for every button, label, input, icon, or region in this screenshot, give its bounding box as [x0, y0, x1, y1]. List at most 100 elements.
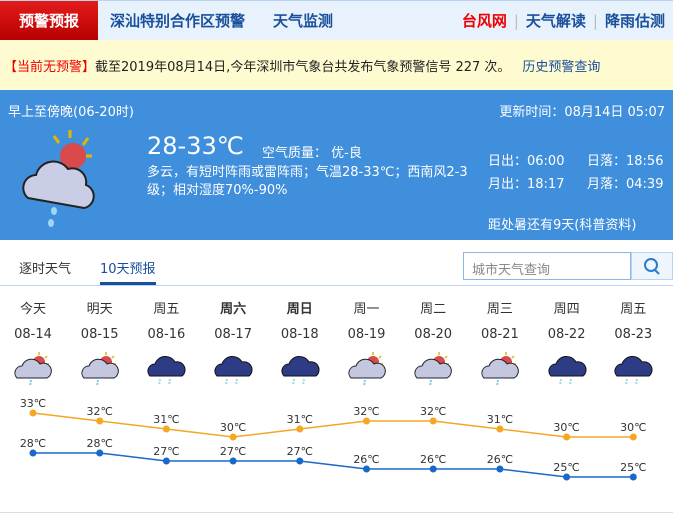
temperature-range: 28-33℃: [147, 132, 244, 160]
partly-cloudy-rain-icon: [481, 352, 519, 387]
day-name: 周五: [153, 302, 180, 317]
partly-cloudy-shower-icon: [22, 130, 95, 227]
low-temp-point: [629, 473, 637, 481]
low-temp-label: 26℃: [420, 453, 446, 466]
low-temp-point: [29, 449, 37, 457]
update-time: 更新时间：08月14日 05:07: [499, 105, 665, 120]
high-temp-line: [32, 412, 634, 438]
day-date: 08-19: [347, 327, 386, 342]
thunder-rain-icon: [147, 356, 186, 386]
current-weather-panel: 早上至傍晚(06-20时) 更新时间：08月14日 05:07 28-33℃ 空…: [0, 90, 673, 240]
high-temp-label: 30℃: [620, 421, 646, 434]
high-temp-point: [96, 417, 104, 425]
day-name: 周六: [220, 302, 247, 317]
nav-link-monitor[interactable]: 天气监测: [273, 12, 334, 30]
divider: |: [513, 11, 519, 30]
thunder-rain-icon: [281, 356, 320, 386]
high-temp-point: [563, 433, 571, 441]
low-temp-label: 25℃: [553, 461, 579, 474]
high-temp-label: 31℃: [287, 413, 313, 426]
sunset: 日落：18:56: [587, 154, 664, 169]
high-temp-point: [629, 433, 637, 441]
low-temp-label: 28℃: [20, 437, 46, 450]
day-name: 周四: [553, 302, 580, 317]
high-temp-label: 31℃: [153, 413, 179, 426]
high-temp-label: 31℃: [487, 413, 513, 426]
bottom-divider: [0, 512, 673, 516]
thunder-rain-icon: [214, 356, 253, 386]
day-date: 08-14: [14, 327, 52, 342]
high-temp-point: [29, 409, 37, 417]
high-temp-label: 32℃: [420, 405, 446, 418]
weather-description: 多云，有短时阵雨或雷阵雨；气温28-33℃；西南风2-3级；相对湿度70%-90…: [147, 165, 468, 198]
day-date: 08-18: [280, 327, 319, 342]
partly-cloudy-rain-icon: [14, 352, 52, 387]
low-temp-label: 26℃: [353, 453, 379, 466]
high-temp-point: [429, 417, 437, 425]
forecast-tabs: 逐时天气 10天预报 城市天气查询: [0, 240, 673, 286]
thunder-rain-icon: [614, 356, 653, 386]
low-temp-label: 27℃: [220, 445, 246, 458]
high-temp-label: 32℃: [353, 405, 379, 418]
moonset: 月落：04:39: [587, 177, 664, 192]
city-search-input[interactable]: 城市天气查询: [463, 252, 631, 280]
partly-cloudy-rain-icon: [414, 352, 453, 387]
day-name: 周日: [286, 302, 313, 317]
thunder-rain-icon: [548, 356, 587, 386]
solar-term-link[interactable]: 距处暑还有9天(科普资料): [488, 218, 637, 233]
low-temp-point: [429, 465, 437, 473]
high-temp-label: 30℃: [220, 421, 246, 434]
low-temp-point: [229, 457, 237, 465]
day-date: 08-20: [414, 327, 453, 342]
day-date: 08-16: [147, 327, 186, 342]
day-name: 周三: [486, 302, 513, 317]
high-temp-point: [162, 425, 170, 433]
day-name: 周二: [420, 302, 447, 317]
alert-text: 截至2019年08月14日,今年深圳市气象台共发布气象预警信号 227 次。: [95, 59, 511, 75]
high-temp-point: [496, 425, 504, 433]
search-button[interactable]: [631, 252, 673, 280]
day-date: 08-22: [547, 327, 586, 342]
day-date: 08-23: [614, 327, 653, 342]
alert-status: 【当前无预警】: [4, 59, 96, 75]
high-temp-point: [296, 425, 304, 433]
low-temp-point: [296, 457, 304, 465]
high-temp-point: [363, 417, 370, 425]
low-temp-label: 27℃: [153, 445, 179, 458]
period: 早上至傍晚(06-20时): [8, 105, 134, 120]
tab-10day[interactable]: 10天预报: [100, 258, 156, 285]
high-temp-label: 30℃: [553, 421, 579, 434]
partly-cloudy-rain-icon: [81, 352, 119, 387]
air-quality: 空气质量： 优-良: [262, 146, 362, 161]
nav-link-interpret[interactable]: 天气解读: [525, 12, 586, 30]
low-temp-label: 28℃: [87, 437, 113, 450]
day-date: 08-15: [80, 327, 119, 342]
tab-hourly[interactable]: 逐时天气: [19, 262, 72, 277]
low-temp-point: [496, 465, 504, 473]
moonrise: 月出：18:17: [488, 177, 565, 192]
high-temp-point: [229, 433, 237, 441]
low-temp-line: [33, 452, 634, 478]
divider: |: [592, 11, 598, 30]
day-date: 08-21: [481, 327, 519, 342]
nav-brand-warning[interactable]: 预警预报: [0, 1, 98, 40]
temperature-chart: 33℃ 32℃ 31℃ 30℃ 31℃ 32℃ 32℃ 31℃ 30℃ 30℃ 28℃ 28℃ 27℃ 2…: [20, 397, 646, 481]
nav-link-shenshan[interactable]: 深汕特别合作区预警: [110, 12, 246, 30]
search-icon: [644, 258, 660, 275]
low-temp-label: 26℃: [487, 453, 513, 466]
day-name: 周五: [620, 302, 647, 317]
day-name: 今天: [19, 302, 46, 317]
low-temp-point: [563, 473, 571, 481]
nav-link-rain-estimate[interactable]: 降雨估测: [604, 12, 665, 30]
low-temp-label: 25℃: [620, 461, 646, 474]
alert-bar: 【当前无预警】 截至2019年08月14日,今年深圳市气象台共发布气象预警信号 …: [0, 40, 673, 90]
low-temp-label: 27℃: [287, 445, 313, 458]
day-name: 周一: [353, 302, 380, 317]
day-name: 明天: [86, 302, 113, 317]
low-temp-point: [96, 449, 104, 457]
nav-link-typhoon[interactable]: 台风网: [461, 12, 507, 30]
history-warning-link[interactable]: 历史预警查询: [522, 59, 601, 75]
sunrise: 日出：06:00: [488, 154, 565, 169]
high-temp-label: 32℃: [87, 405, 113, 418]
top-nav: 预警预报 深汕特别合作区预警 天气监测 台风网 | 天气解读 | 降雨估测: [0, 0, 673, 40]
